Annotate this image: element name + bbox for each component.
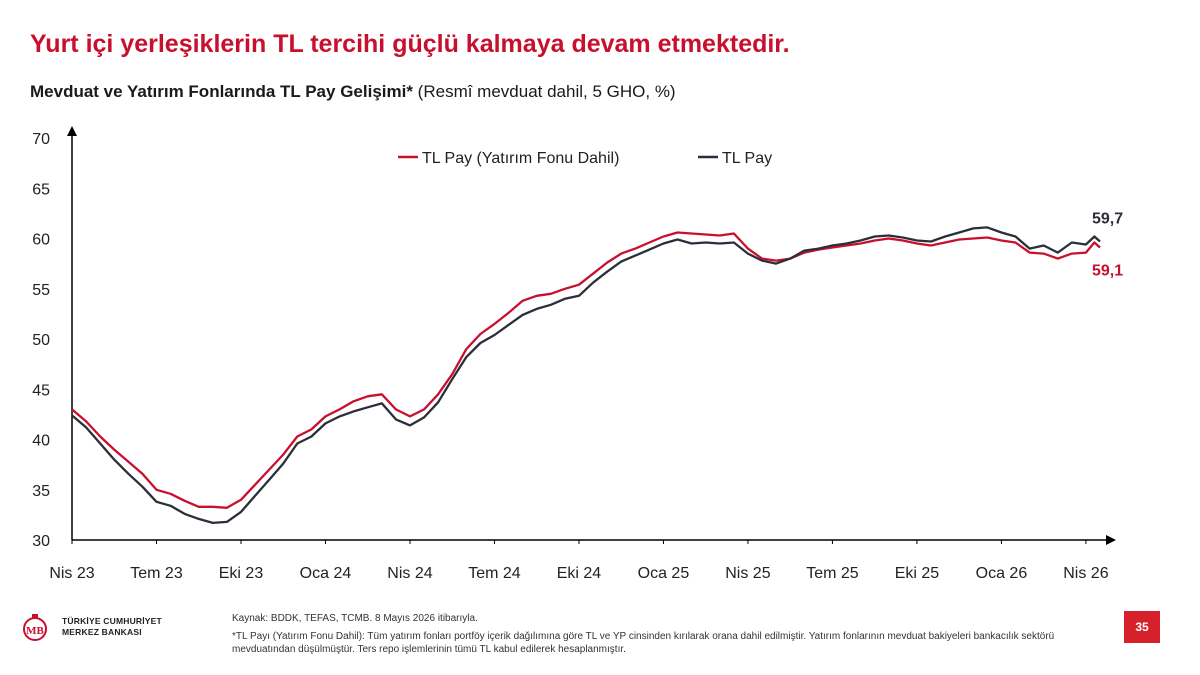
legend-label: TL Pay bbox=[722, 150, 772, 167]
bank-name-line1: TÜRKİYE CUMHURİYET bbox=[62, 616, 162, 626]
source-note: Kaynak: BDDK, TEFAS, TCMB. 8 Mayıs 2026 … bbox=[232, 613, 478, 624]
x-tick-label: Eki 23 bbox=[219, 565, 264, 582]
bank-name-line2: MERKEZ BANKASI bbox=[62, 627, 142, 637]
line-chart: 30 35 40 45 50 55 60 65 70 Nis 23 Tem 23 Eki 23 Oca … bbox=[32, 126, 1123, 582]
x-tick-label: Nis 25 bbox=[725, 565, 770, 582]
x-tick-label: Eki 24 bbox=[557, 565, 602, 582]
end-value-label: 59,1 bbox=[1092, 263, 1123, 280]
y-tick-label: 35 bbox=[32, 483, 50, 500]
x-tick-label: Oca 26 bbox=[976, 565, 1028, 582]
x-tick-label: Tem 25 bbox=[806, 565, 859, 582]
x-tick-label: Eki 25 bbox=[895, 565, 940, 582]
y-tick-label: 55 bbox=[32, 282, 50, 299]
y-tick-label: 65 bbox=[32, 181, 50, 198]
subtitle-note: (Resmî mevduat dahil, 5 GHO, %) bbox=[412, 82, 676, 101]
x-tick-label: Nis 26 bbox=[1063, 565, 1108, 582]
y-tick-label: 40 bbox=[32, 433, 50, 450]
y-tick-label: 60 bbox=[32, 232, 50, 249]
x-tick-label: Oca 25 bbox=[638, 565, 690, 582]
subtitle-main: Mevduat ve Yatırım Fonlarında TL Pay Gel… bbox=[30, 82, 413, 101]
x-tick-label: Tem 24 bbox=[468, 565, 521, 582]
chart-subtitle: Mevduat ve Yatırım Fonlarında TL Pay Gel… bbox=[30, 82, 676, 102]
x-tick-label: Nis 24 bbox=[387, 565, 432, 582]
legend-label: TL Pay (Yatırım Fonu Dahil) bbox=[422, 150, 619, 167]
x-tick-label: Tem 23 bbox=[130, 565, 183, 582]
bank-name: TÜRKİYE CUMHURİYET MERKEZ BANKASI bbox=[62, 616, 162, 638]
y-tick-label: 45 bbox=[32, 382, 50, 399]
y-tick-label: 30 bbox=[32, 533, 50, 550]
tcmb-emblem-icon: MB bbox=[23, 614, 47, 641]
svg-text:MB: MB bbox=[26, 625, 44, 637]
definition-note: *TL Payı (Yatırım Fonu Dahil): Tüm yatır… bbox=[232, 630, 1055, 656]
page-number: 35 bbox=[1124, 611, 1160, 643]
x-axis-arrow bbox=[1106, 535, 1116, 545]
y-tick-label: 50 bbox=[32, 332, 50, 349]
page-title: Yurt içi yerleşiklerin TL tercihi güçlü … bbox=[30, 30, 790, 58]
series-line-tl-share bbox=[71, 226, 1101, 525]
series-line-fund-inclusive bbox=[71, 231, 1101, 509]
y-tick-label: 70 bbox=[32, 131, 50, 148]
x-tick-label: Nis 23 bbox=[49, 565, 94, 582]
y-axis-arrow bbox=[67, 126, 77, 136]
x-tick-label: Oca 24 bbox=[300, 565, 352, 582]
end-value-label: 59,7 bbox=[1092, 211, 1123, 228]
tcmb-logo: MB TÜRKİYE CUMHURİYET MERKEZ BANKASI bbox=[20, 612, 162, 642]
footnotes: Kaynak: BDDK, TEFAS, TCMB. 8 Mayıs 2026 … bbox=[232, 612, 1112, 657]
